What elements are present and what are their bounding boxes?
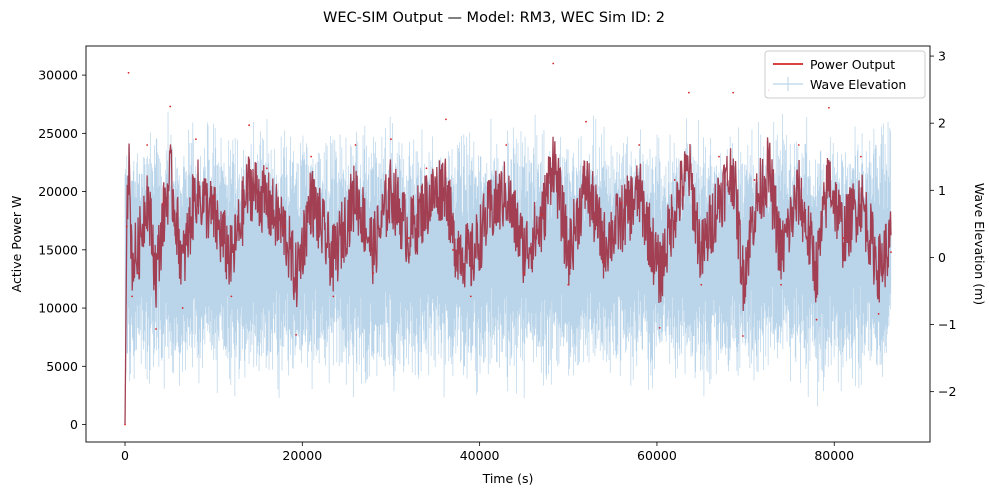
power-output-point [212,196,215,199]
power-output-point [673,179,676,181]
y2-tick-label: −1 [938,317,956,332]
y2-tick-label: 0 [938,250,946,265]
power-output-point [567,283,570,286]
y-tick-label: 0 [70,417,78,432]
x-tick-label: 60000 [637,448,677,463]
y2-tick-label: 3 [938,49,946,64]
power-output-point [828,106,830,109]
power-output-point [125,225,128,228]
power-output-point [124,423,126,426]
x-tick-label: 0 [121,448,129,463]
power-output-line [124,136,892,425]
power-output-point [585,120,587,123]
power-output-point [137,272,140,275]
power-output-point [195,138,197,141]
plot-area [85,45,931,443]
legend-label-wave-elevation: Wave Elevation [810,77,906,92]
power-output-point [718,155,720,158]
power-output-point [552,62,555,65]
power-output-point [265,167,268,170]
y2-tick-label: −2 [938,384,956,399]
power-output-point [842,237,845,240]
y-tick-label: 30000 [38,68,78,83]
chart-title: WEC-SIM Output — Model: RM3, WEC Sim ID:… [323,10,665,26]
power-output-series [124,62,892,426]
y-tick-label: 15000 [38,242,78,257]
power-output-point [638,144,641,146]
power-output-point [248,124,251,127]
power-output-point [523,272,525,275]
power-output-point [425,167,428,170]
power-output-point [700,283,703,286]
y-axis-right: −2 −1 0 1 2 3 [930,49,956,399]
power-output-point [797,144,800,146]
y-axis-left: 0 5000 10000 15000 20000 25000 30000 [38,68,86,432]
y2-tick-label: 2 [938,116,946,131]
plot-frame [85,45,931,443]
power-output-point [780,283,782,286]
power-output-point [742,335,744,337]
x-axis: 0 20000 40000 60000 80000 [121,442,854,463]
legend-label-power-output: Power Output [810,57,895,72]
x-tick-label: 20000 [282,448,322,463]
wave-elevation-line [124,111,892,407]
power-output-point [390,138,392,141]
power-output-point [753,179,756,181]
x-tick-label: 40000 [460,448,500,463]
power-output-point [162,202,165,205]
power-output-point [445,118,447,121]
y-tick-label: 25000 [38,126,78,141]
power-output-point [372,272,375,275]
power-output-point [452,248,454,251]
power-output-point [354,144,357,146]
power-output-point [815,318,818,321]
power-output-point [602,260,605,263]
power-output-point [658,326,661,329]
power-output-point [487,190,490,193]
x-axis-label: Time (s) [482,471,534,486]
power-output-point [146,144,149,146]
power-output-point [540,213,543,216]
y-tick-label: 10000 [38,301,78,316]
power-output-point [155,328,157,330]
legend-box [764,50,926,99]
power-output-point [877,312,880,315]
power-output-point [310,155,313,158]
y-axis-label: Active Power W [9,196,24,293]
power-output-point [859,155,862,158]
power-output-point [131,295,134,298]
y2-tick-label: 1 [938,183,946,198]
y-tick-label: 20000 [38,184,78,199]
power-output-point [890,251,892,254]
power-output-point [620,202,623,205]
y2-axis-label: Wave Elevation (m) [972,183,987,305]
power-output-point [469,295,472,298]
power-output-point [169,105,172,108]
power-output-point [732,91,735,94]
power-output-point [127,71,130,74]
power-output-point [407,237,410,240]
power-output-point [230,295,233,298]
power-output-point [295,333,298,336]
power-output-point [687,91,690,94]
power-output-point [505,144,508,146]
x-tick-label: 80000 [814,448,854,463]
wave-elevation-series [124,111,892,407]
power-output-point [283,225,286,228]
y-tick-label: 5000 [46,359,78,374]
power-output-point [332,295,335,298]
legend: Power Output Wave Elevation [764,50,926,99]
power-output-point [181,307,184,309]
